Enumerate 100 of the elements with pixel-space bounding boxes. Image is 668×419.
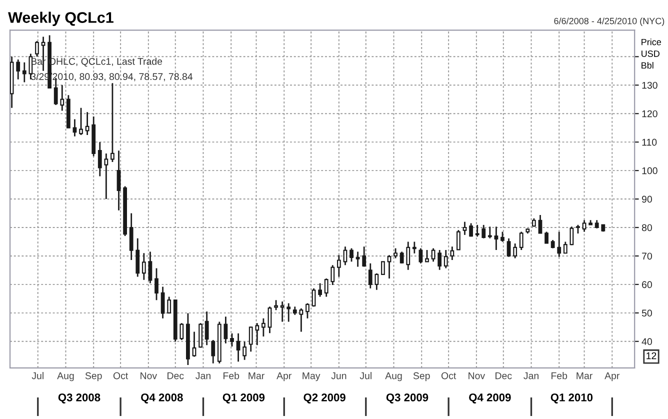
x-tick-label: Nov xyxy=(468,372,486,380)
x2-tick-label: Q3 2008 xyxy=(58,394,100,404)
candlestick xyxy=(280,300,284,322)
candlestick xyxy=(494,226,498,251)
candlestick xyxy=(129,212,134,261)
candlestick xyxy=(394,248,398,259)
candlestick xyxy=(362,246,366,268)
candlestick xyxy=(104,152,108,200)
x2-tick-label: Q1 2010 xyxy=(550,394,593,404)
x-tick-label: Aug xyxy=(385,372,402,382)
candlestick xyxy=(274,299,278,311)
x-tick-label: Sep xyxy=(413,372,430,382)
candlestick xyxy=(262,318,266,338)
x-tick-label: Nov xyxy=(140,372,158,380)
x-tick-label: May xyxy=(302,372,320,382)
x-tick-label: Jul xyxy=(360,372,372,380)
x-tick-label: Jan xyxy=(524,372,538,380)
candlestick xyxy=(198,322,202,348)
candlestick xyxy=(381,261,385,276)
x-tick-label: Feb xyxy=(224,372,240,380)
candlestick xyxy=(336,254,341,278)
x-tick-label: Dec xyxy=(496,372,512,380)
candlestick xyxy=(142,252,146,281)
candlestick xyxy=(224,316,228,344)
candlestick xyxy=(242,340,247,361)
candlestick xyxy=(469,222,473,238)
candlestick xyxy=(425,249,429,262)
candlestick xyxy=(79,107,83,136)
candlestick xyxy=(306,302,310,320)
x-tick-label: Aug xyxy=(57,372,74,382)
x-tick-label: Oct xyxy=(113,372,128,380)
candlestick xyxy=(544,231,548,244)
candlestick xyxy=(110,82,114,163)
y-tick-label: 120 xyxy=(642,110,658,118)
candlestick xyxy=(513,242,518,259)
x-tick-label: Oct xyxy=(441,372,456,380)
candlestick xyxy=(444,249,448,269)
candlestick xyxy=(418,248,423,264)
y-tick-label: 50 xyxy=(642,310,652,317)
x2-tick-label: Q1 2009 xyxy=(222,394,265,404)
candlestick xyxy=(167,296,172,314)
candlestick xyxy=(462,221,467,236)
x-tick-label: Jun xyxy=(331,372,346,380)
candlestick xyxy=(85,111,90,136)
candlestick xyxy=(406,241,410,271)
candlestick xyxy=(299,308,304,332)
x-tick-label: Dec xyxy=(168,372,184,380)
y-tick-label: 70 xyxy=(642,252,652,260)
candlestick xyxy=(148,251,152,284)
x-tick-label: Mar xyxy=(248,372,264,380)
candlestick xyxy=(98,141,102,177)
candlestick xyxy=(136,238,140,278)
candlestick xyxy=(330,264,335,286)
x2-tick-label: Q4 2008 xyxy=(141,394,183,404)
candlestick xyxy=(557,231,562,258)
candlestick xyxy=(506,238,511,258)
candlestick xyxy=(230,332,234,348)
x-tick-label: Jan xyxy=(196,372,210,380)
candlestick xyxy=(35,40,39,58)
candlestick xyxy=(431,248,436,262)
candlestick xyxy=(488,226,492,240)
candlestick xyxy=(255,322,260,346)
candlestick xyxy=(438,249,442,271)
candlestick xyxy=(563,241,568,254)
candlestick xyxy=(350,248,354,262)
candlestick xyxy=(412,241,416,254)
x-tick-label: Jul xyxy=(32,372,44,380)
chart-title: Weekly QCLc1 xyxy=(8,12,114,26)
candlestick xyxy=(368,262,372,290)
y-tick-label: 110 xyxy=(642,138,657,146)
y-axis-title: Price USD Bbl xyxy=(642,38,662,69)
candlestick xyxy=(312,288,316,308)
candlestick xyxy=(538,214,542,234)
x-tick-label: Sep xyxy=(85,372,102,382)
candlestick xyxy=(22,62,26,83)
x-tick-label: Mar xyxy=(576,372,592,380)
candlestick xyxy=(192,331,196,358)
x2-tick-label: Q3 2009 xyxy=(386,394,428,404)
text: 12 xyxy=(646,352,656,360)
candlestick xyxy=(374,272,379,291)
y-tick-label: 130 xyxy=(642,82,658,89)
chart-subtitle: 6/6/2008 - 4/25/2010 (NYC) xyxy=(554,18,664,26)
candlestick xyxy=(28,53,33,80)
y-tick-label: 90 xyxy=(642,196,652,203)
candlestick xyxy=(570,226,574,246)
candlestick xyxy=(387,254,392,280)
candlestick xyxy=(268,306,272,334)
candlestick xyxy=(16,58,20,80)
candlestick xyxy=(500,231,504,242)
candlestick xyxy=(400,251,404,264)
candlestick xyxy=(356,251,360,268)
candlestick xyxy=(116,150,121,212)
candlestick xyxy=(180,322,184,341)
candlestick xyxy=(450,246,454,261)
candlestick xyxy=(482,224,486,240)
y-tick-label: 100 xyxy=(642,167,658,174)
candlestick xyxy=(248,326,253,352)
x2-tick-label: Q2 2009 xyxy=(304,394,346,404)
y-tick-label: 80 xyxy=(642,224,652,232)
candlestick xyxy=(324,278,328,298)
